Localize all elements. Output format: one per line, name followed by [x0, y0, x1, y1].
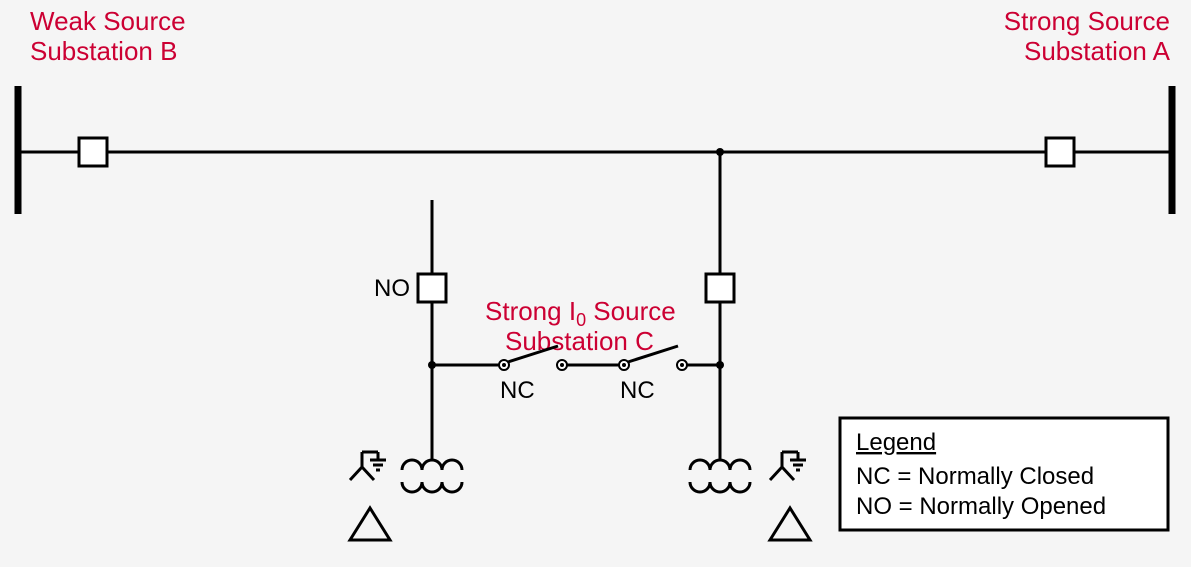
single-line-diagram: Weak Source Substation B Strong Source S…	[0, 0, 1191, 567]
breaker-left-tap	[418, 274, 446, 302]
delta-symbol-right	[770, 508, 810, 540]
node-right-tie	[716, 361, 724, 369]
substation-c-label-line1: Strong I0 Source	[485, 296, 676, 330]
transformer-left	[350, 452, 462, 540]
nc-label-right: NC	[620, 377, 655, 404]
substation-a-label-line2: Substation A	[1024, 36, 1171, 66]
substation-c-label-line2: Substation C	[505, 326, 654, 356]
breaker-right-tap	[706, 274, 734, 302]
legend-row-no: NO = Normally Opened	[856, 493, 1106, 520]
legend-box: Legend NC = Normally Closed NO = Normall…	[840, 418, 1168, 530]
nc-label-left: NC	[500, 377, 535, 404]
delta-symbol-left	[350, 508, 390, 540]
legend-title: Legend	[856, 429, 936, 456]
legend-row-nc: NC = Normally Closed	[856, 463, 1094, 490]
no-label: NO	[374, 275, 410, 302]
node-left-tie	[428, 361, 436, 369]
wye-grounded-left	[350, 452, 386, 480]
node-right-tap-main	[716, 148, 724, 156]
breaker-substation-b	[79, 138, 107, 166]
substation-b-label-line2: Substation B	[30, 36, 177, 66]
transformer-right	[690, 452, 810, 540]
substation-a-label-line1: Strong Source	[1004, 6, 1170, 36]
breaker-substation-a	[1046, 138, 1074, 166]
wye-grounded-right	[770, 452, 806, 480]
substation-b-label-line1: Weak Source	[30, 6, 186, 36]
